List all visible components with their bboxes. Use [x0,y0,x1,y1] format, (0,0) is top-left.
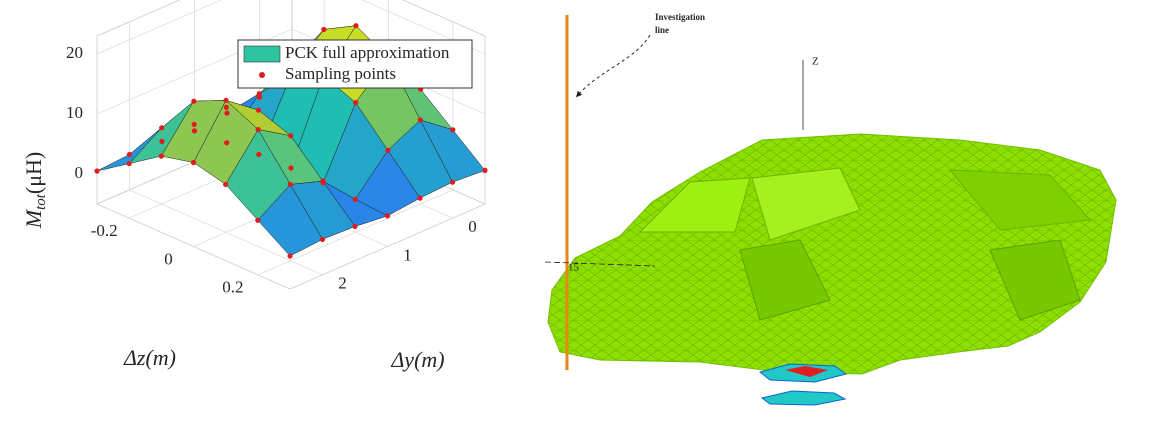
x-tick-label: 0.2 [222,278,243,297]
z-axis-label: Mtot(μH) [21,152,49,230]
x-axis-label: Δz(m) [123,345,176,370]
sampling-point [352,223,358,230]
sampling-point [417,117,423,123]
window [948,169,1092,231]
sampling-point [353,23,359,29]
window [751,167,861,241]
coil [760,390,847,406]
axis-mark: 15 [568,262,580,274]
sampling-point [255,126,261,133]
sampling-point [320,178,326,184]
z-tick-label: 10 [66,103,83,122]
sampling-point [287,253,293,259]
sampling-point [353,100,359,106]
sampling-point [417,195,423,201]
z-axis-label: Z [812,56,819,68]
sampling-point [223,97,229,103]
axis [544,261,656,267]
sampling-point [191,128,198,134]
sampling-point [190,159,197,166]
sampling-point [321,26,327,33]
sampling-point [256,151,262,158]
legend-box [237,39,473,89]
wheel-arch [989,239,1081,321]
sampling-point [126,160,132,167]
sampling-point [191,121,197,128]
legend-label: PCK full approximation [285,43,450,62]
z-tick-label: 0 [75,163,84,182]
sampling-point [385,147,391,153]
annotation: Investigation [655,12,705,22]
grid-line [129,21,323,276]
sampling-point [288,165,294,171]
coil [785,366,828,377]
sampling-point [126,151,133,158]
legend-swatch [243,45,281,63]
sampling-point [191,98,197,104]
sampling-point [449,179,456,185]
sampling-point [352,196,358,202]
sampling-point [450,127,456,133]
sampling-point [255,107,262,113]
sampling-point [384,213,391,219]
annotation: line [655,25,669,35]
z-tick-label: 20 [66,43,83,62]
sampling-point [256,91,262,97]
legend: PCK full approximation Sampling points [237,39,473,89]
sampling-point [224,110,230,116]
sampling-point [288,133,294,139]
x-tick-label: -0.2 [91,221,118,240]
sampling-point [223,104,229,110]
sampling-point [159,125,165,131]
sampling-point [159,138,165,145]
annotation-arrow [576,34,651,98]
y-tick-label: 1 [403,245,412,264]
sampling-point [255,217,261,223]
sampling-point [158,153,164,159]
window [638,177,751,233]
grid-line [96,0,486,55]
sampling-point [223,181,229,188]
x-tick-label: 0 [164,249,173,268]
y-axis-label: Δy(m) [390,347,444,372]
car-model: Investigation line Z 15 [544,12,1117,406]
y-tick-label: 0 [468,217,477,236]
sampling-point [287,181,293,188]
wheel-arch [739,239,831,321]
legend-label: Sampling points [285,64,396,83]
sampling-point [319,236,326,243]
y-tick-label: 2 [338,274,347,293]
sampling-point [482,167,488,173]
sampling-point [94,168,100,174]
legend-marker [259,72,265,78]
sampling-point [224,140,230,146]
